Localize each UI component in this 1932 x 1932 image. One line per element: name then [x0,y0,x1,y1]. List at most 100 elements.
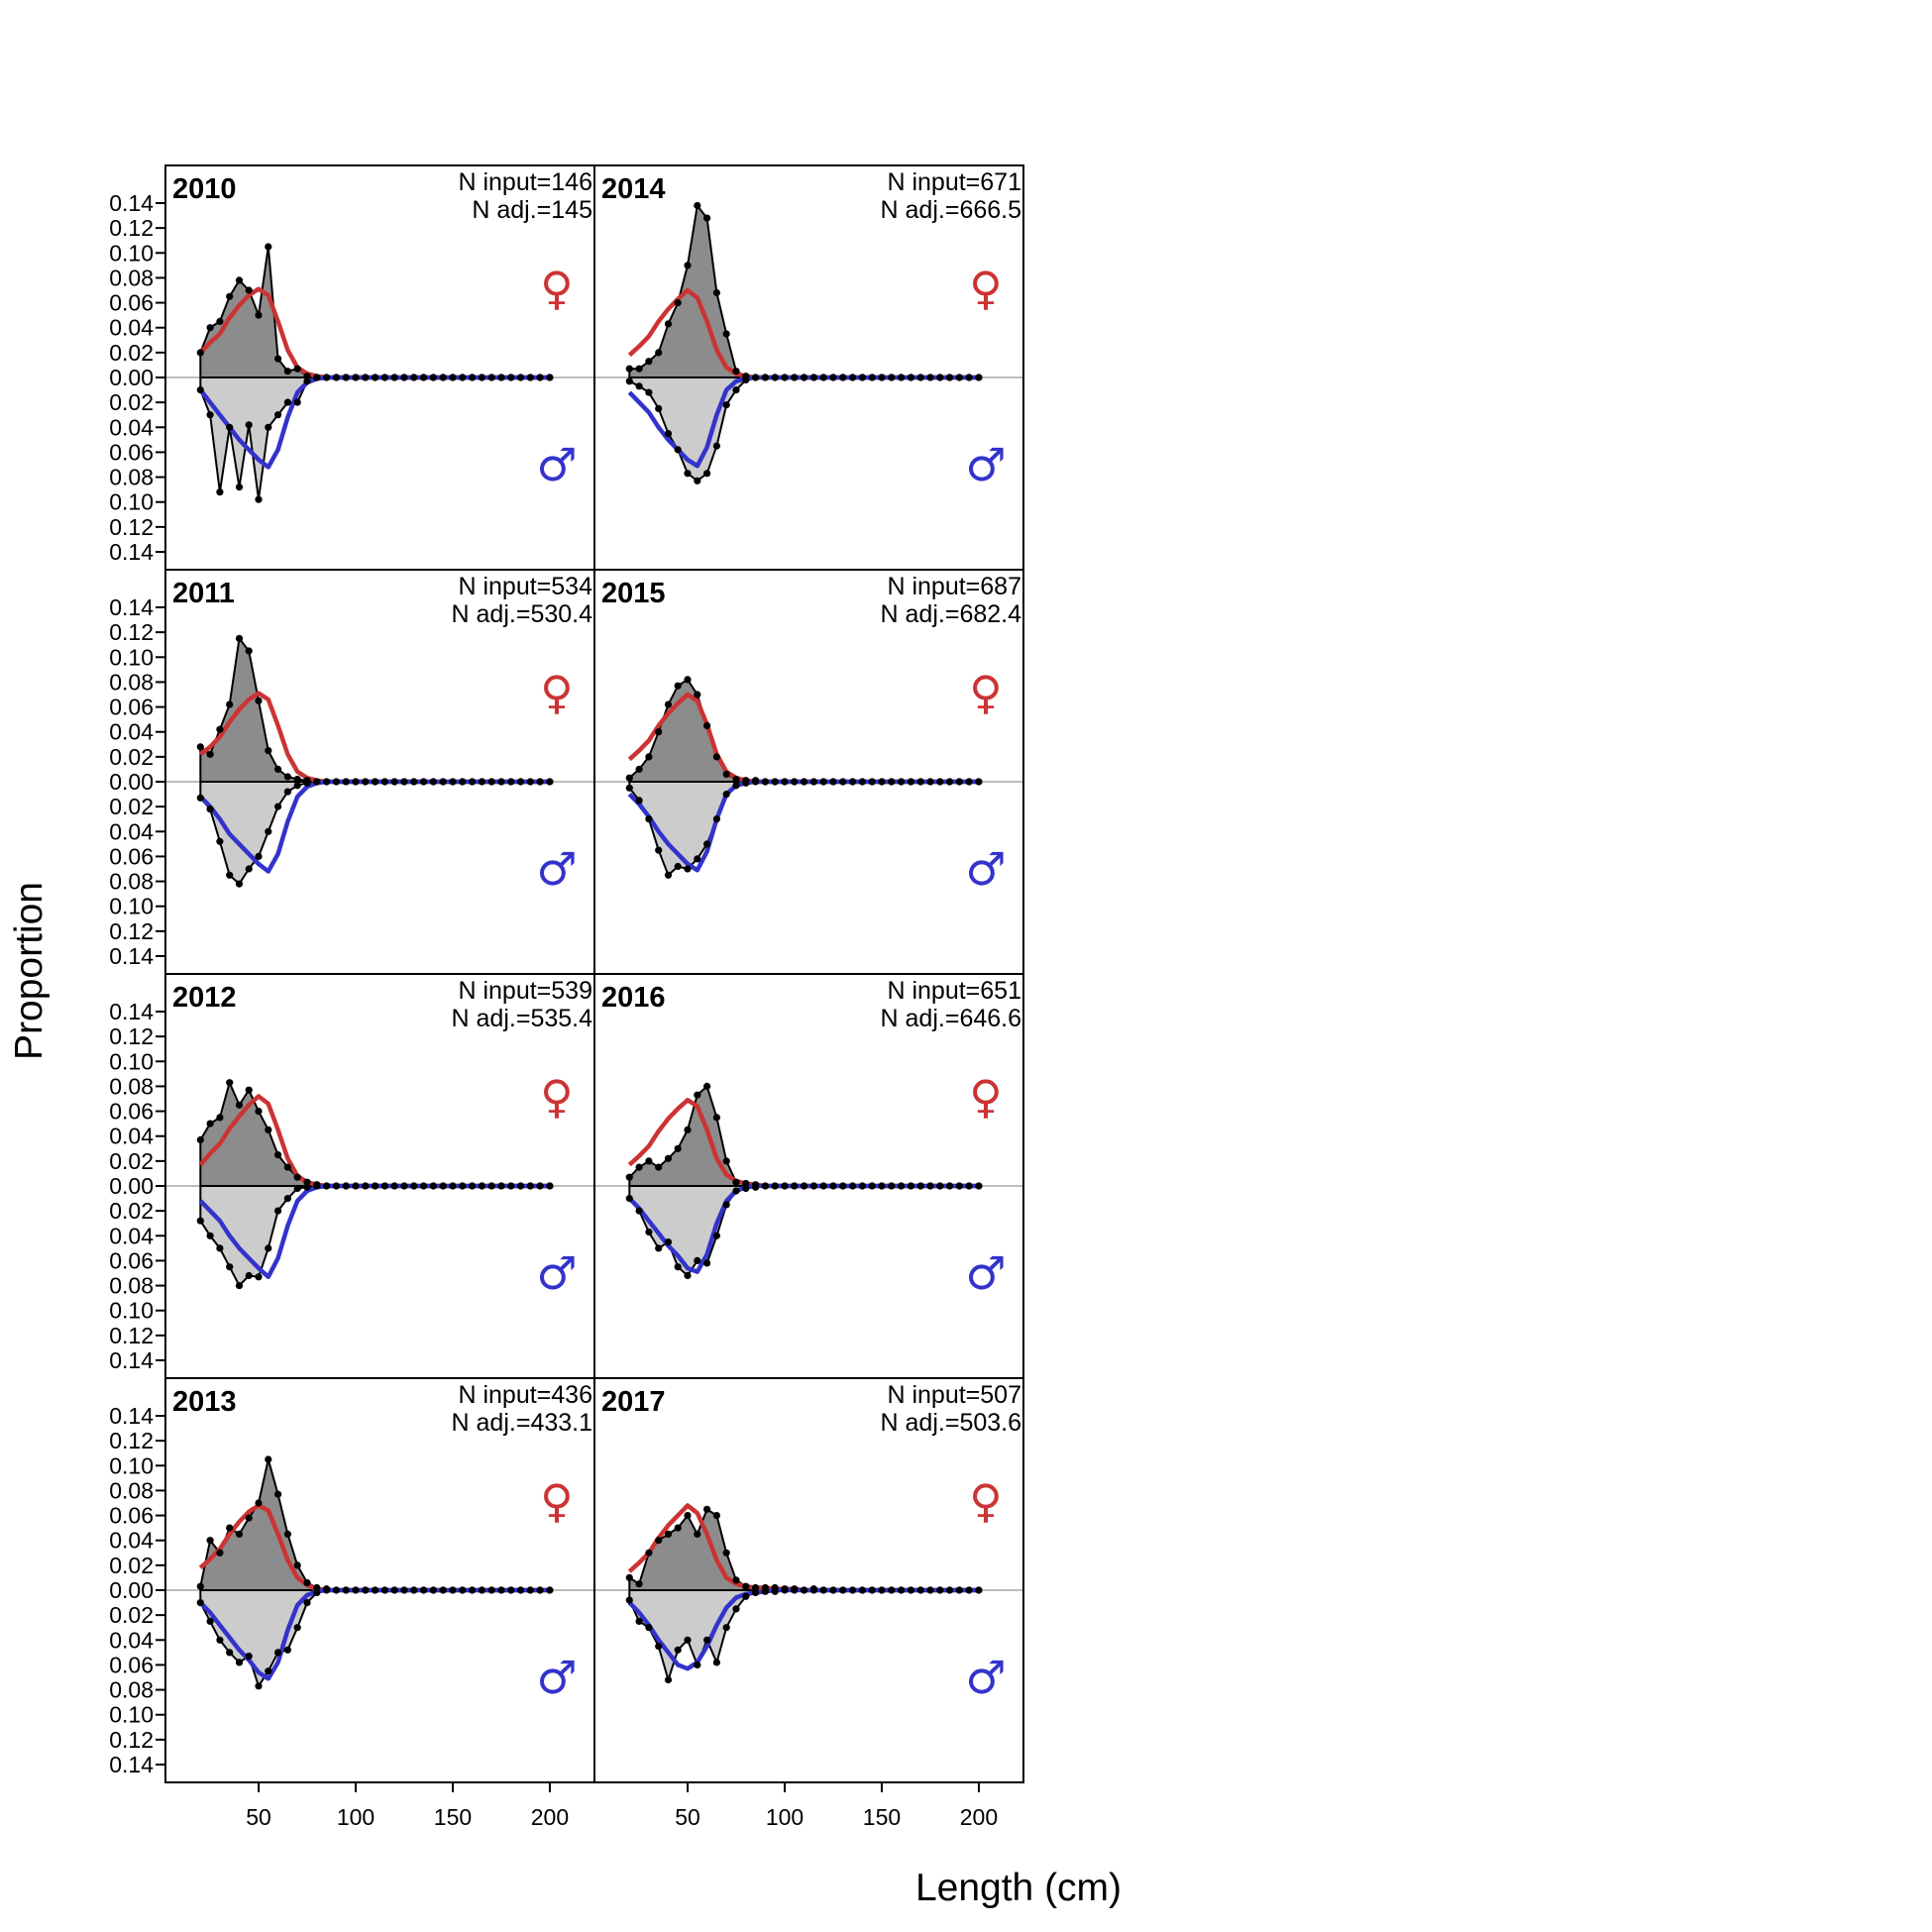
female-observed-point [265,243,272,251]
y-tick-label: 0.12 [109,619,154,645]
male-observed-point [945,1182,954,1190]
male-observed-point [732,1187,740,1195]
male-observed-point [916,1182,924,1190]
female-observed-point [216,1549,224,1556]
female-observed-point [635,765,643,774]
x-tick-label: 200 [960,1804,998,1830]
male-observed-point [342,778,350,786]
male-observed-point [526,1182,534,1190]
male-observed-point [888,1182,896,1190]
male-observed-area [200,1590,550,1686]
male-observed-area [629,377,979,482]
female-observed-point [722,770,730,779]
n-adj-label: N adj.=530.4 [452,600,593,628]
male-observed-point [323,374,331,381]
female-observed-point [245,647,253,655]
male-observed-point [255,852,263,861]
male-observed-point [645,1228,653,1236]
male-observed-point [372,374,379,381]
male-observed-point [761,1182,770,1190]
female-observed-point [293,365,301,373]
male-observed-point [771,374,779,381]
female-observed-point [196,349,204,357]
male-observed-point [546,778,554,786]
male-observed-point [469,1586,477,1594]
y-tick-label: 0.10 [109,894,154,919]
male-observed-point [945,778,954,786]
n-input-label: N input=507 [887,1381,1021,1409]
y-axis-2011: 0.140.120.100.080.060.040.020.000.020.04… [109,594,165,969]
male-observed-point [235,880,244,888]
female-observed-point [645,753,653,761]
male-observed-point [712,442,721,450]
female-observed-point [674,1144,682,1152]
male-observed-point [274,803,282,810]
male-observed-point [459,1182,467,1190]
male-observed-point [703,470,711,478]
male-observed-point [293,398,301,406]
male-observed-point [955,778,963,786]
male-observed-point [546,374,554,381]
male-observed-point [323,1586,331,1594]
female-observed-point [712,1512,721,1520]
female-observed-point [655,1537,663,1545]
y-tick-label: 0.14 [109,1347,154,1373]
male-symbol: ♂ [536,1246,577,1300]
male-observed-point [274,411,282,419]
male-observed-point [313,778,321,786]
male-observed-point [722,1201,730,1209]
male-observed-point [293,782,301,790]
female-observed-point [196,743,204,751]
male-observed-point [380,778,388,786]
male-observed-point [625,377,633,385]
male-observed-point [858,1586,867,1594]
female-observed-point [712,1114,721,1122]
male-observed-point [809,1586,818,1594]
male-observed-point [206,1617,214,1625]
male-observed-point [955,1586,963,1594]
male-observed-point [372,1182,379,1190]
y-tick-label: 0.12 [109,1727,154,1753]
x-axis-title: Length (cm) [915,1867,1122,1909]
female-observed-area [629,1086,979,1186]
female-observed-point [742,1179,750,1188]
male-observed-point [926,1586,934,1594]
y-tick-label: 0.08 [109,1073,154,1099]
male-observed-point [497,778,505,786]
male-observed-point [459,374,467,381]
female-observed-point [625,1173,633,1181]
female-symbol: ♀ [540,262,574,315]
male-observed-point [829,374,837,381]
male-observed-point [265,1667,272,1675]
male-observed-point [761,778,770,786]
male-observed-point [781,1586,789,1594]
male-observed-point [965,374,973,381]
y-tick-label: 0.10 [109,240,154,266]
y-tick-label: 0.12 [109,1428,154,1453]
male-observed-point [936,1182,944,1190]
male-observed-point [380,374,388,381]
male-observed-point [625,1596,633,1604]
male-observed-point [898,778,906,786]
y-tick-label: 0.08 [109,265,154,290]
male-observed-point [516,374,525,381]
n-adj-label: N adj.=535.4 [452,1005,593,1032]
male-observed-point [235,1282,244,1290]
male-observed-point [507,1182,515,1190]
n-input-label: N input=651 [887,977,1021,1005]
male-observed-point [655,1244,663,1252]
male-observed-point [429,778,437,786]
y-tick-label: 0.10 [109,1298,154,1324]
female-observed-point [274,1151,282,1159]
male-observed-point [771,1182,779,1190]
female-observed-point [196,1135,204,1144]
male-observed-point [439,374,447,381]
female-observed-point [245,286,253,294]
male-observed-point [362,1586,370,1594]
male-observed-point [245,1653,253,1661]
y-tick-label: 0.06 [109,290,154,316]
y-tick-label: 0.04 [109,315,154,341]
